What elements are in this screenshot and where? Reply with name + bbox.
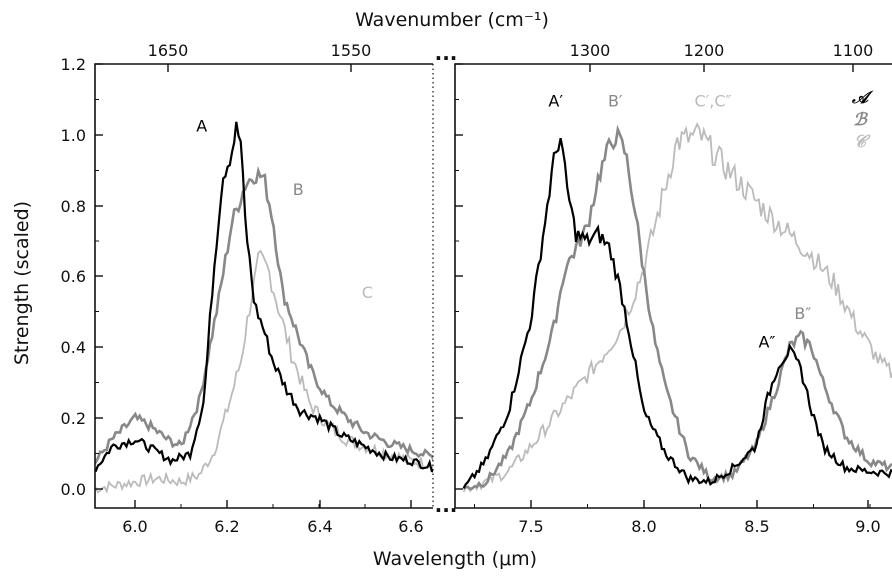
y-tick-label: 0.2 <box>61 409 86 428</box>
break-marker-bottom: ... <box>435 493 458 517</box>
y-tick-label: 0.4 <box>61 338 86 357</box>
break-marker-top: ... <box>435 41 458 65</box>
plot-layer: 6.0 6.2 6.4 6.6 1650 1550 A B C 7.5 8.0 8.5 9.0 1300 1… <box>61 41 892 536</box>
y-tick-label: 0.8 <box>61 197 86 216</box>
top-tick-label: 1550 <box>331 41 372 60</box>
x-tick-label: 6.4 <box>307 517 332 536</box>
legend-entry: 𝒞 <box>854 132 871 152</box>
left-panel-frame <box>94 63 433 509</box>
peak-label: B <box>293 180 304 199</box>
right-panel-frame <box>454 63 892 509</box>
y-tick-label: 0.0 <box>61 480 86 499</box>
x-tick-label: 9.0 <box>855 517 880 536</box>
legend-entry: ℬ <box>853 110 868 130</box>
peak-label: C <box>362 283 373 302</box>
x-tick-label: 6.0 <box>122 517 147 536</box>
y-tick-label: 1.0 <box>61 126 86 145</box>
peak-label: B″ <box>794 304 811 323</box>
series-A-right-line <box>462 137 892 489</box>
top-tick-label: 1100 <box>833 41 874 60</box>
series-A-left-line <box>95 121 433 473</box>
peak-label: A′ <box>548 92 563 111</box>
series-C-right-line <box>462 121 892 493</box>
x-tick-label: 6.6 <box>398 517 423 536</box>
y-tick-label: 0.6 <box>61 267 86 286</box>
series-B-right-line <box>462 124 892 491</box>
peak-label: C′,C″ <box>694 92 731 111</box>
top-tick-label: 1650 <box>148 41 189 60</box>
x-tick-label: 8.0 <box>631 517 656 536</box>
y-axis-title: Strength (scaled) <box>11 201 33 365</box>
series-B-left-line <box>95 165 433 466</box>
x2-axis-title: Wavenumber (cm⁻¹) <box>355 9 549 31</box>
peak-label: A <box>196 116 207 135</box>
x-tick-label: 6.2 <box>214 517 239 536</box>
peak-label: B′ <box>608 92 623 111</box>
series-C-left-line <box>95 249 433 494</box>
x-axis-title: Wavelength (μm) <box>373 548 537 570</box>
top-tick-label: 1200 <box>684 41 725 60</box>
top-tick-label: 1300 <box>570 41 611 60</box>
y-tick-label: 1.2 <box>61 55 86 74</box>
legend-entry: 𝒜 <box>851 88 874 108</box>
x-tick-label: 7.5 <box>518 517 543 536</box>
x-tick-label: 8.5 <box>744 517 769 536</box>
peak-label: A″ <box>758 332 775 351</box>
